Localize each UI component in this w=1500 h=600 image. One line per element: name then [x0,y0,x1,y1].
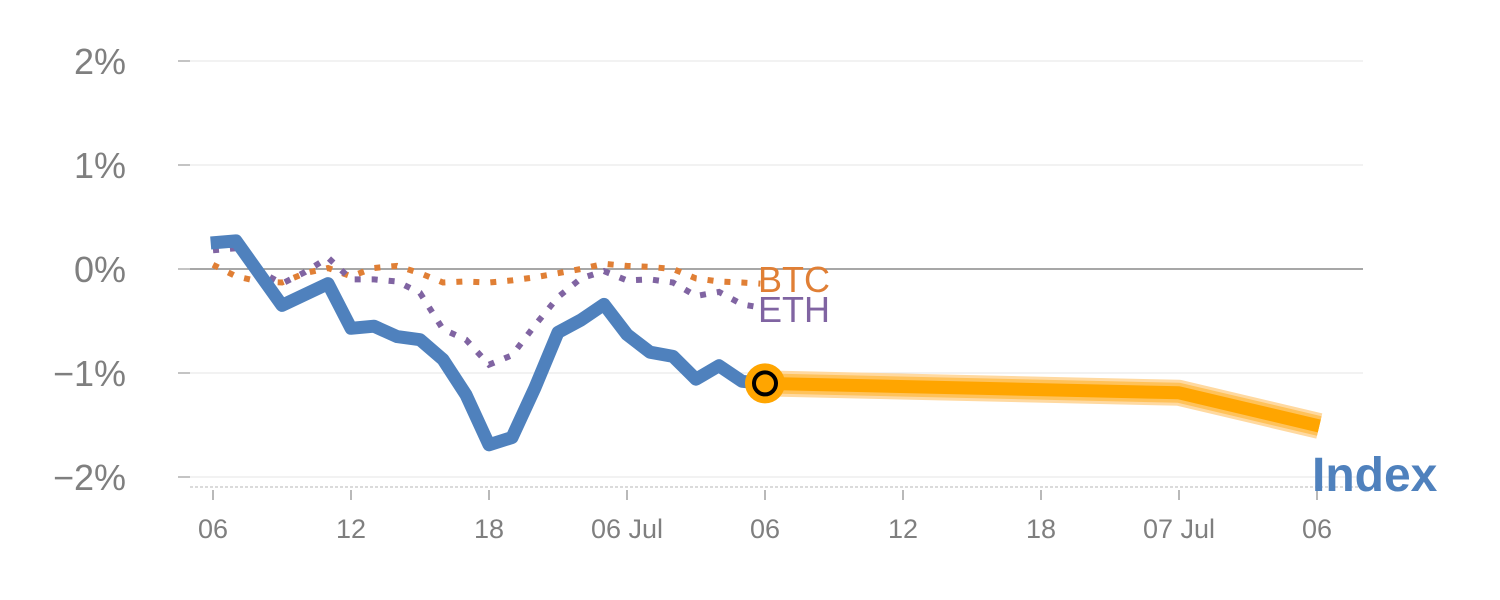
eth-label: ETH [758,289,830,330]
current-point-marker-inner [752,370,778,397]
y-axis: 2% 1% 0% −1% −2% [53,41,190,498]
x-tick-label: 18 [474,514,504,544]
y-tick-label: 2% [74,41,126,82]
y-tick-label: 0% [74,249,126,290]
y-tick-label: 1% [74,145,126,186]
x-axis: 06 12 18 06 Jul 06 12 18 07 Jul 06 [198,490,1332,544]
x-tick-label: 06 [1302,514,1332,544]
index-label: Index [1312,449,1438,502]
index-forecast-line [764,376,1321,433]
x-tick-label: 06 [198,514,228,544]
x-tick-label: 07 Jul [1143,514,1215,544]
btc-label: BTC [758,259,830,300]
x-tick-label: 06 Jul [591,514,663,544]
grid-lines [190,60,1365,488]
x-tick-label: 12 [336,514,366,544]
x-tick-label: 12 [888,514,918,544]
eth-line [212,245,761,369]
index-line [210,234,766,452]
btc-line [211,260,761,287]
x-tick-label: 18 [1026,514,1056,544]
series-layer [210,234,1323,452]
y-tick-label: −1% [53,353,126,394]
y-tick-label: −2% [53,457,126,498]
x-tick-label: 06 [750,514,780,544]
